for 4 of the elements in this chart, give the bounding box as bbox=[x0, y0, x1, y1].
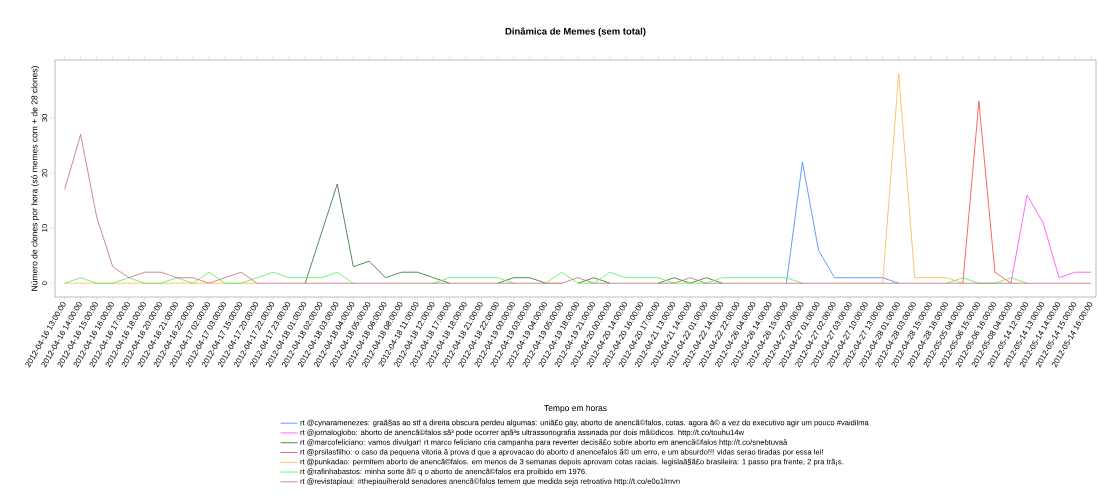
x-axis-title: Tempo em horas bbox=[544, 404, 607, 413]
y-axis-title: Número de clones por hora (só memes com + de 28 clones) bbox=[31, 66, 40, 291]
chart-title: Dinâmica de Memes (sem total) bbox=[505, 27, 646, 37]
line-series bbox=[1010, 194, 1092, 284]
